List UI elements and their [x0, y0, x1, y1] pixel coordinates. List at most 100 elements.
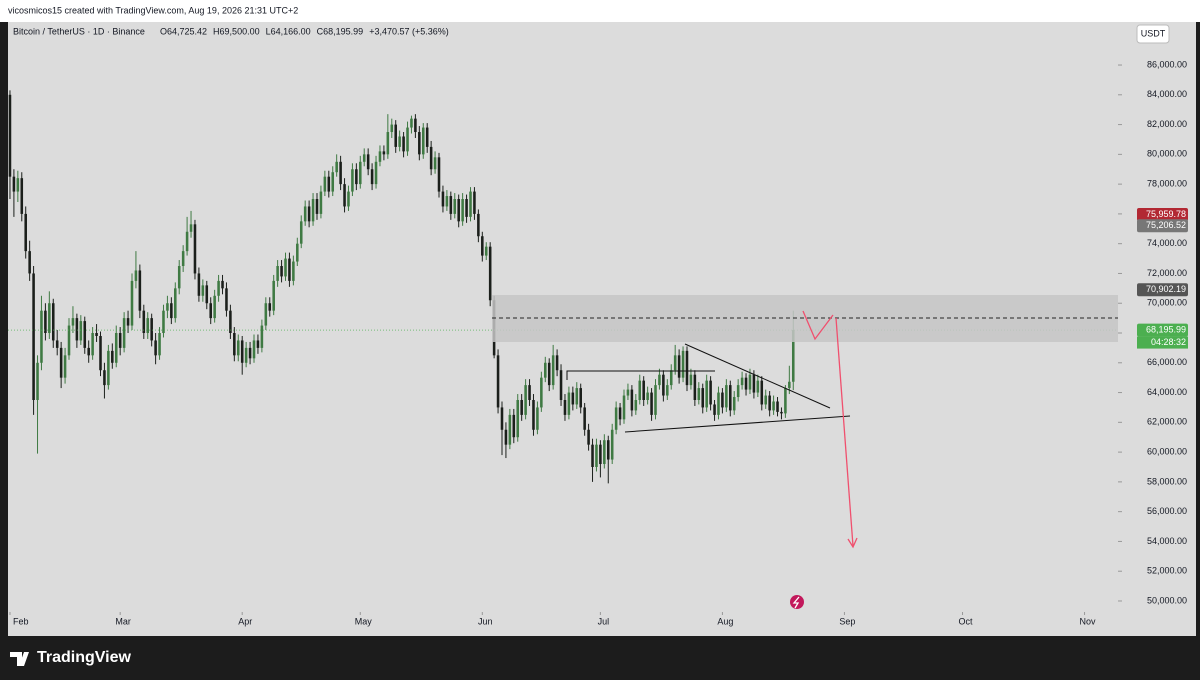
candle-body — [44, 310, 47, 334]
candle-body — [437, 157, 441, 192]
x-tick-label: Jul — [598, 616, 610, 626]
countdown-badge — [1137, 336, 1188, 349]
candle-body — [331, 172, 335, 192]
price-badge-label: 75,206.52 — [1146, 220, 1186, 230]
candle-body — [272, 280, 275, 311]
price-badge — [1137, 219, 1188, 233]
candle-body — [134, 270, 138, 281]
candle-body — [303, 206, 307, 222]
candle-body — [347, 191, 350, 207]
candle-body — [63, 355, 67, 378]
x-tick-label: Feb — [13, 616, 29, 626]
candle-body — [540, 377, 543, 408]
x-tick-label: Oct — [959, 616, 974, 626]
candle-body — [756, 380, 760, 393]
logo-mark — [10, 652, 29, 666]
candle-body — [36, 362, 39, 400]
candle-body — [429, 146, 433, 170]
candle-body — [662, 374, 665, 396]
plot — [8, 90, 1118, 484]
candle-body — [244, 347, 248, 363]
candle-body — [296, 243, 299, 262]
candle-body — [744, 377, 748, 390]
candle-body — [126, 318, 130, 326]
candle-body — [418, 132, 421, 155]
candle-body — [752, 374, 756, 393]
candle-body — [213, 295, 216, 319]
candle-body — [205, 285, 209, 304]
candle-body — [55, 340, 59, 348]
candle-body — [95, 333, 98, 336]
candle-body — [768, 395, 771, 411]
ohlc-label: H69,500.00 — [213, 26, 260, 36]
candle-body — [681, 350, 685, 378]
countdown: 04:28:32 — [1151, 337, 1186, 347]
price-badge — [1137, 208, 1188, 222]
candle-body — [327, 176, 331, 192]
candle-body — [536, 407, 539, 430]
price-badge — [1137, 323, 1188, 337]
candle-body — [654, 385, 657, 415]
candle-body — [398, 136, 401, 147]
candle-body — [650, 392, 653, 415]
candle-body — [236, 340, 240, 356]
candle-body — [449, 196, 453, 214]
candle-body — [406, 127, 409, 152]
candle-body — [382, 151, 386, 155]
candle-body — [512, 414, 516, 438]
candle-body — [370, 169, 374, 185]
candle-body — [260, 325, 264, 348]
candle-body — [292, 261, 295, 281]
candle-body — [638, 380, 642, 400]
candle-body — [457, 199, 460, 222]
candle-body — [355, 169, 358, 185]
candle-body — [469, 191, 472, 217]
candle-body — [181, 251, 185, 267]
symbol: Bitcoin / TetherUS · 1D · Binance — [13, 26, 145, 36]
candle-body — [229, 310, 232, 334]
candle-body — [622, 395, 626, 420]
candle-body — [189, 224, 193, 232]
range-line — [566, 370, 715, 380]
candle-body — [111, 350, 114, 363]
candle-body — [299, 221, 303, 244]
candle-body — [402, 136, 405, 152]
candle-body — [736, 385, 740, 398]
candle-body — [307, 206, 311, 222]
candle-body — [268, 303, 272, 311]
candle-body — [16, 178, 20, 192]
footer — [0, 636, 1200, 680]
candle-body — [516, 399, 520, 438]
currency-box[interactable] — [1136, 24, 1170, 44]
candle-body — [555, 355, 559, 371]
candle-body — [252, 340, 256, 359]
candle-body — [421, 127, 425, 155]
event-icon-bolt — [792, 596, 800, 609]
y-tick-label: 60,000.00 — [1147, 446, 1187, 456]
candle-body — [75, 318, 79, 341]
candle-body — [599, 444, 602, 465]
candle-body — [185, 231, 189, 252]
candle-body — [359, 161, 362, 185]
candle-body — [197, 273, 201, 296]
header: Bitcoin / TetherUS · 1D · Binance O64,72… — [13, 26, 449, 36]
candle-body — [118, 333, 122, 348]
candle-body — [764, 395, 767, 405]
price-badge-label: 75,959.78 — [1146, 209, 1186, 219]
candle-body — [107, 350, 110, 386]
candle-body — [748, 374, 752, 390]
candle-body — [425, 127, 429, 147]
candle-body — [685, 350, 689, 386]
candle-body — [284, 258, 287, 277]
candle-body — [721, 392, 724, 408]
candle-body — [386, 132, 390, 155]
candle-body — [524, 385, 527, 415]
x-tick-label: Apr — [238, 616, 252, 626]
candle-body — [323, 176, 327, 192]
candle-body — [280, 266, 283, 277]
candle-body — [504, 429, 508, 445]
y-tick-label: 62,000.00 — [1147, 417, 1187, 427]
candle-body — [315, 199, 319, 214]
footer-logo: TradingView — [37, 649, 132, 666]
event-icon[interactable] — [790, 595, 804, 609]
